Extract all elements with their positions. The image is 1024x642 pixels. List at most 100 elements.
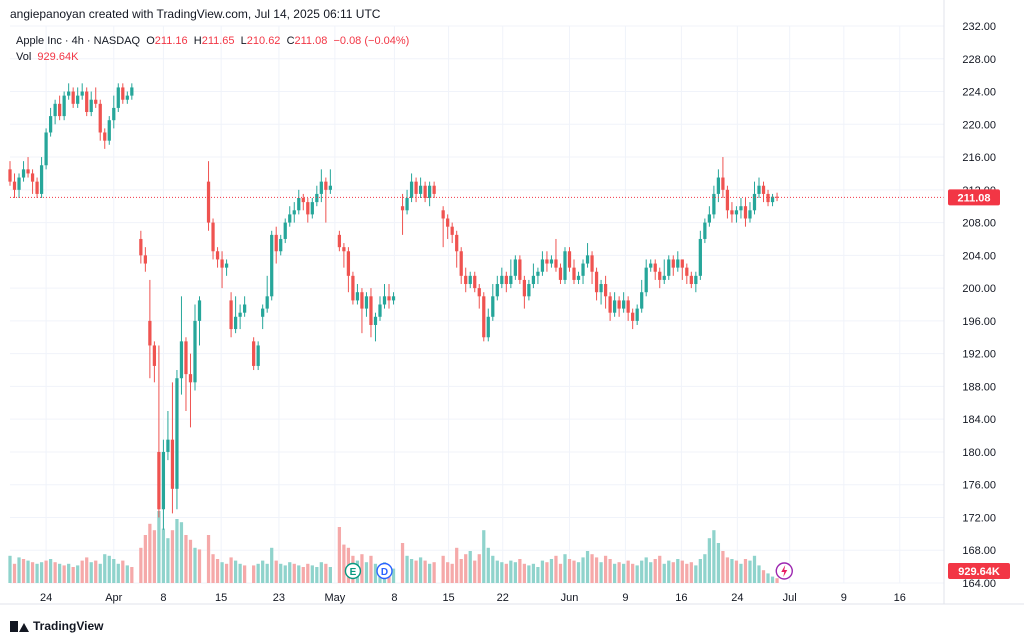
candle-body: [567, 251, 572, 268]
price-tick-label: 188.00: [962, 381, 996, 393]
candle-body: [30, 173, 35, 182]
volume-bar: [337, 527, 342, 583]
volume-bar: [80, 560, 84, 583]
candle-body: [44, 132, 48, 166]
earnings-icon[interactable]: E: [344, 562, 362, 580]
last-price-tag: [948, 189, 1000, 206]
volume-bar: [39, 562, 44, 583]
volume-bar: [617, 562, 621, 583]
candle-body: [491, 296, 495, 317]
volume-bar: [631, 563, 635, 583]
volume-bar: [513, 562, 517, 583]
volume-bar: [509, 560, 513, 583]
candle-body: [698, 238, 702, 276]
volume-bar: [116, 563, 120, 583]
candle-body: [270, 234, 274, 297]
time-tick-label: 8: [391, 592, 397, 604]
volume-bar: [567, 559, 572, 583]
candle-body: [455, 234, 459, 252]
volume-bar: [179, 522, 184, 583]
volume-bar: [531, 563, 536, 583]
volume-bar: [622, 563, 626, 583]
volume-bar: [739, 563, 743, 583]
volume-bar: [536, 567, 540, 583]
volume-bar: [193, 547, 197, 583]
candle-body: [509, 275, 513, 285]
candle-body: [279, 238, 283, 252]
volume-bar: [491, 555, 495, 583]
volume-bar: [518, 559, 522, 583]
candle-body: [143, 255, 147, 264]
candle-body: [409, 181, 414, 199]
volume-bar: [432, 562, 436, 583]
candle-body: [391, 296, 396, 301]
candle-body: [139, 238, 143, 256]
candle-body: [39, 165, 44, 194]
candle-body: [337, 234, 342, 248]
candle-body: [545, 259, 549, 264]
candle-body: [612, 300, 617, 313]
candle-body: [98, 103, 102, 133]
candle-body: [12, 181, 17, 190]
volume-bar: [761, 570, 766, 583]
candle-body: [644, 267, 648, 293]
candle-body: [35, 181, 39, 194]
candle-body: [554, 259, 558, 268]
volume-bar: [712, 530, 716, 583]
candle-body: [76, 95, 80, 104]
candle-body: [527, 284, 531, 297]
candle-body: [62, 95, 66, 117]
candle-body: [716, 177, 721, 194]
tradingview-brand[interactable]: TradingView: [10, 619, 103, 633]
lightning-event-icon[interactable]: [775, 562, 793, 580]
candle-body: [685, 267, 689, 276]
volume-bar: [252, 565, 256, 583]
candle-body: [378, 304, 382, 317]
candle-body: [775, 196, 779, 198]
volume-bar: [373, 563, 378, 583]
volume-bar: [301, 567, 305, 583]
volume-bar: [473, 560, 477, 583]
candle-body: [441, 210, 445, 219]
candle-body: [473, 275, 477, 289]
candle-body: [536, 271, 540, 276]
volume-bar: [139, 547, 143, 583]
candle-body: [427, 185, 432, 199]
symbol-label[interactable]: Apple Inc · 4h · NASDAQ: [16, 35, 141, 47]
volume-label[interactable]: Vol: [16, 51, 32, 63]
time-tick-label: May: [324, 592, 345, 604]
chart-legend: Apple Inc · 4h · NASDAQ O211.16 H211.65 …: [16, 33, 409, 65]
candle-body: [130, 87, 134, 96]
volume-bar: [441, 555, 445, 583]
candle-body: [310, 202, 314, 215]
volume-bar: [62, 565, 66, 583]
dividend-icon[interactable]: D: [376, 562, 393, 580]
candle-body: [649, 263, 653, 268]
candle-body: [725, 189, 730, 211]
price-tick-label: 164.00: [962, 578, 996, 590]
time-tick-label: Jun: [561, 592, 579, 604]
candle-body: [17, 177, 21, 190]
close-value: 211.08: [294, 35, 328, 47]
candle-body: [558, 267, 563, 280]
volume-bar: [71, 567, 75, 583]
volume-bar: [220, 562, 224, 583]
candle-body: [26, 169, 30, 174]
candle-body: [94, 99, 98, 104]
volume-bar: [279, 563, 283, 583]
volume-bar: [676, 559, 680, 583]
volume-value: 929.64K: [37, 51, 79, 63]
volume-bar: [585, 551, 590, 583]
volume-bar: [265, 563, 269, 583]
volume-bar: [243, 565, 247, 583]
time-tick-label: Apr: [105, 592, 122, 604]
candle-body: [617, 300, 621, 309]
candle-body: [351, 275, 355, 301]
volume-bar: [89, 562, 93, 583]
volume-bar: [53, 562, 57, 583]
candle-body: [297, 198, 301, 211]
candle-body: [342, 247, 346, 252]
candle-body: [89, 99, 93, 113]
price-tick-label: 216.00: [962, 152, 996, 164]
